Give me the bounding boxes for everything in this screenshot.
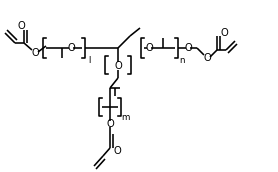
- Text: l: l: [88, 56, 90, 64]
- Text: O: O: [106, 119, 114, 129]
- Text: O: O: [67, 43, 75, 53]
- Text: O: O: [31, 48, 39, 58]
- Text: O: O: [203, 53, 211, 63]
- Text: O: O: [114, 61, 122, 71]
- Text: O: O: [113, 146, 121, 156]
- Text: m: m: [121, 114, 129, 122]
- Text: O: O: [220, 28, 228, 38]
- Text: O: O: [184, 43, 192, 53]
- Text: n: n: [179, 56, 185, 64]
- Text: O: O: [17, 21, 25, 31]
- Text: O: O: [145, 43, 153, 53]
